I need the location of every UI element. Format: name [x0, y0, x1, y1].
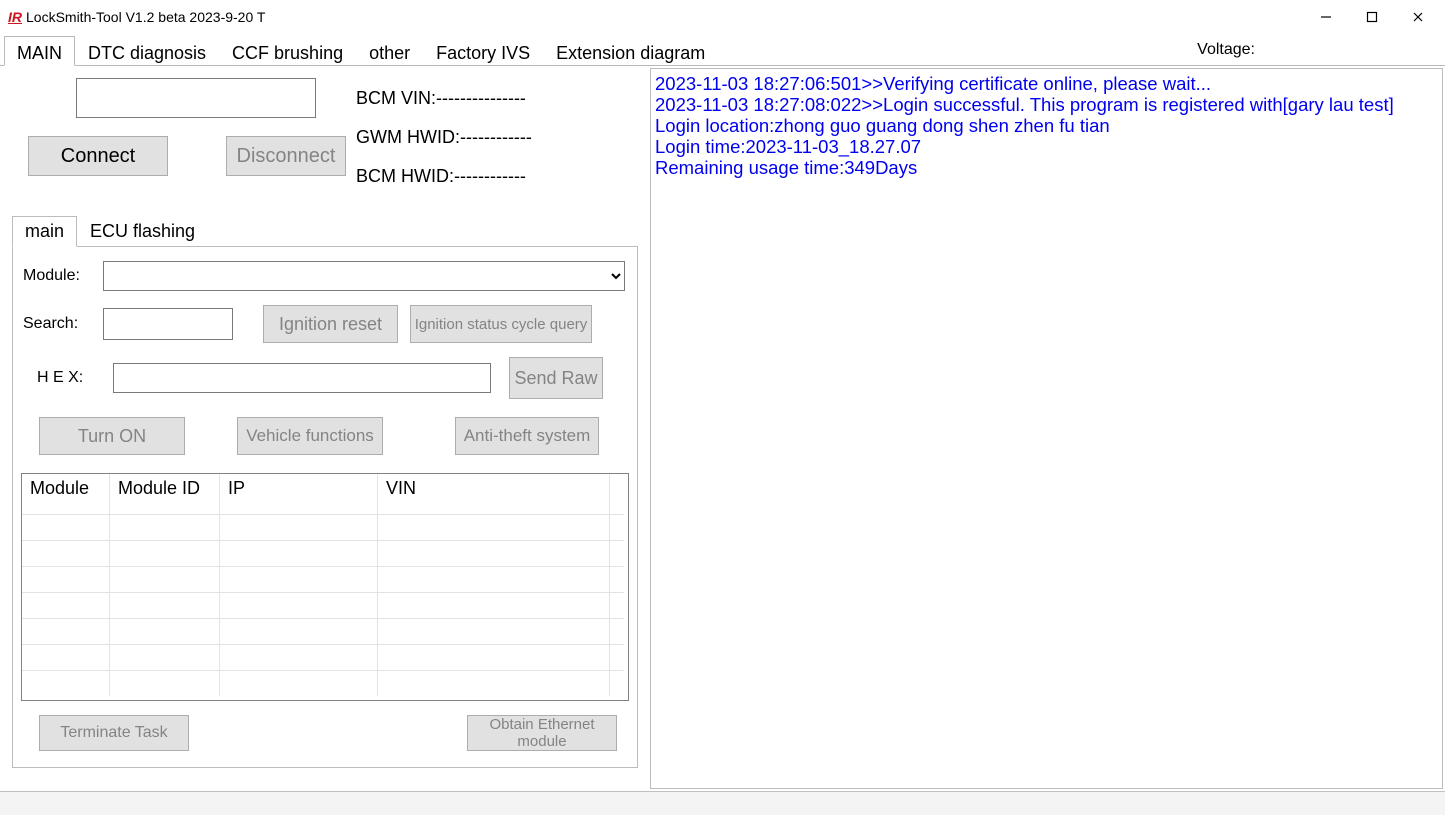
sub-tab-bar: main ECU flashing	[12, 215, 638, 247]
grid-col-module-id: Module ID	[110, 474, 220, 514]
connection-controls: Connect Disconnect	[6, 78, 356, 176]
tab-ccf-brushing[interactable]: CCF brushing	[219, 36, 356, 66]
vehicle-info: BCM VIN:--------------- GWM HWID:-------…	[356, 78, 644, 205]
send-raw-button[interactable]: Send Raw	[509, 357, 603, 399]
log-line: Remaining usage time:349Days	[655, 157, 1438, 178]
connect-button[interactable]: Connect	[28, 136, 168, 176]
table-row[interactable]	[22, 566, 628, 592]
subtab-main[interactable]: main	[12, 216, 77, 247]
search-label: Search:	[21, 315, 103, 333]
gwm-hwid-row: GWM HWID:------------	[356, 127, 644, 148]
subtab-ecu-flashing[interactable]: ECU flashing	[77, 216, 208, 247]
tab-dtc-diagnosis[interactable]: DTC diagnosis	[75, 36, 219, 66]
terminate-task-button[interactable]: Terminate Task	[39, 715, 189, 751]
grid-col-ip: IP	[220, 474, 378, 514]
bcm-hwid-row: BCM HWID:------------	[356, 166, 644, 187]
grid-header: Module Module ID IP VIN	[22, 474, 628, 514]
anti-theft-button[interactable]: Anti-theft system	[455, 417, 599, 455]
subtab-content: Module: Search: Ignition reset Ignition …	[12, 247, 638, 768]
obtain-ethernet-button[interactable]: Obtain Ethernet module	[467, 715, 617, 751]
log-line: 2023-11-03 18:27:08:022>>Login successfu…	[655, 94, 1438, 115]
search-input[interactable]	[103, 308, 233, 340]
voltage-label: Voltage:	[1197, 41, 1445, 59]
minimize-button[interactable]	[1303, 2, 1349, 32]
titlebar: IR LockSmith-Tool V1.2 beta 2023-9-20 T	[0, 0, 1445, 34]
maximize-button[interactable]	[1349, 2, 1395, 32]
log-panel[interactable]: 2023-11-03 18:27:06:501>>Verifying certi…	[650, 68, 1443, 789]
vehicle-functions-button[interactable]: Vehicle functions	[237, 417, 383, 455]
content-area: Connect Disconnect BCM VIN:-------------…	[0, 66, 1445, 791]
window-title: LockSmith-Tool V1.2 beta 2023-9-20 T	[26, 9, 265, 25]
module-select[interactable]	[103, 261, 625, 291]
log-line: Login time:2023-11-03_18.27.07	[655, 136, 1438, 157]
ignition-status-button[interactable]: Ignition status cycle query	[410, 305, 592, 343]
grid-col-module: Module	[22, 474, 110, 514]
hex-label: H E X:	[21, 369, 113, 387]
table-row[interactable]	[22, 618, 628, 644]
turn-on-button[interactable]: Turn ON	[39, 417, 185, 455]
tab-main[interactable]: MAIN	[4, 36, 75, 66]
ignition-reset-button[interactable]: Ignition reset	[263, 305, 398, 343]
log-line: Login location:zhong guo guang dong shen…	[655, 115, 1438, 136]
grid-col-spacer	[610, 474, 626, 514]
top-tab-bar: MAIN DTC diagnosis CCF brushing other Fa…	[0, 34, 1445, 66]
bcm-vin-row: BCM VIN:---------------	[356, 88, 644, 109]
window-controls	[1303, 2, 1441, 32]
table-row[interactable]	[22, 670, 628, 696]
statusbar	[0, 791, 1445, 815]
disconnect-button[interactable]: Disconnect	[226, 136, 346, 176]
hex-input[interactable]	[113, 363, 491, 393]
table-row[interactable]	[22, 644, 628, 670]
table-row[interactable]	[22, 540, 628, 566]
module-label: Module:	[21, 267, 103, 285]
tab-other[interactable]: other	[356, 36, 423, 66]
module-grid[interactable]: Module Module ID IP VIN	[21, 473, 629, 701]
port-input[interactable]	[76, 78, 316, 118]
grid-body	[22, 514, 628, 700]
close-button[interactable]	[1395, 2, 1441, 32]
grid-col-vin: VIN	[378, 474, 610, 514]
tab-extension-diagram[interactable]: Extension diagram	[543, 36, 718, 66]
connection-row: Connect Disconnect BCM VIN:-------------…	[6, 68, 644, 205]
table-row[interactable]	[22, 514, 628, 540]
log-line: 2023-11-03 18:27:06:501>>Verifying certi…	[655, 73, 1438, 94]
tab-factory-ivs[interactable]: Factory IVS	[423, 36, 543, 66]
app-icon: IR	[8, 9, 22, 25]
table-row[interactable]	[22, 592, 628, 618]
left-pane: Connect Disconnect BCM VIN:-------------…	[0, 66, 650, 791]
